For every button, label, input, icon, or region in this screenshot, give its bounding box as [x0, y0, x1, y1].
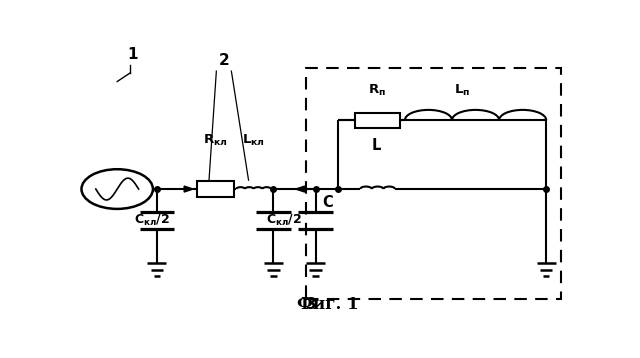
Text: $\mathbf{C_{кл}/2}$: $\mathbf{C_{кл}/2}$	[134, 213, 170, 228]
Bar	[355, 112, 400, 128]
Bar	[196, 182, 234, 197]
Text: $\mathbf{L_{п}}$: $\mathbf{L_{п}}$	[454, 83, 470, 98]
Text: $\mathbf{C_{кл}/2}$: $\mathbf{C_{кл}/2}$	[266, 213, 301, 228]
Bar	[306, 68, 561, 299]
Polygon shape	[184, 186, 193, 192]
Text: $\mathbf{L}$: $\mathbf{L}$	[371, 137, 382, 153]
Text: $\mathbf{L_{кл}}$: $\mathbf{L_{кл}}$	[242, 132, 265, 148]
Text: 2: 2	[218, 53, 229, 68]
Polygon shape	[296, 186, 305, 192]
Text: $\mathbf{C}$: $\mathbf{C}$	[321, 194, 333, 210]
Text: Фиг. 1: Фиг. 1	[297, 296, 359, 313]
Text: $\mathbf{R_{кл}}$: $\mathbf{R_{кл}}$	[203, 132, 227, 148]
Text: 3: 3	[307, 296, 317, 311]
Text: 1: 1	[127, 47, 138, 62]
Text: $\mathbf{R_{п}}$: $\mathbf{R_{п}}$	[367, 83, 385, 98]
